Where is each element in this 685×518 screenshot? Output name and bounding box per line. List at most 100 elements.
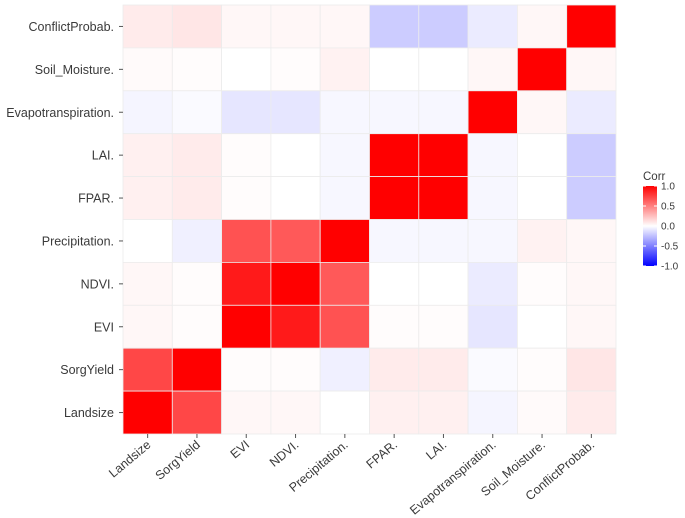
heatmap-cell bbox=[418, 90, 469, 135]
heatmap-cell bbox=[566, 219, 617, 263]
heatmap-cell bbox=[122, 390, 173, 435]
heatmap-cell bbox=[319, 4, 370, 49]
heatmap-cell bbox=[418, 133, 469, 177]
x-tick-label: Evapotranspiration. bbox=[407, 438, 499, 518]
heatmap-cell bbox=[566, 133, 617, 177]
heatmap-cell bbox=[369, 47, 420, 92]
heatmap-cell bbox=[171, 133, 223, 177]
heatmap-cells bbox=[122, 4, 617, 435]
heatmap-cell bbox=[369, 347, 420, 392]
heatmap-cell bbox=[517, 347, 568, 392]
y-tick-label: LAI. bbox=[92, 149, 114, 163]
heatmap-cell bbox=[369, 133, 420, 177]
heatmap-cell bbox=[467, 133, 518, 177]
legend-tick-label: -1.0 bbox=[661, 262, 679, 273]
heatmap-cell bbox=[270, 304, 321, 349]
heatmap-cell bbox=[270, 390, 321, 435]
heatmap-cell bbox=[319, 390, 370, 435]
heatmap-cell bbox=[369, 304, 420, 349]
heatmap-cell bbox=[369, 390, 420, 435]
heatmap-cell bbox=[270, 4, 321, 49]
heatmap-cell bbox=[517, 304, 568, 349]
heatmap-cell bbox=[418, 347, 469, 392]
heatmap-cell bbox=[270, 176, 321, 220]
heatmap-cell bbox=[566, 390, 617, 435]
heatmap-cell bbox=[467, 176, 518, 220]
heatmap-cell bbox=[171, 176, 223, 220]
heatmap-cell bbox=[221, 133, 272, 177]
heatmap-cell bbox=[517, 133, 568, 177]
heatmap-cell bbox=[566, 47, 617, 92]
heatmap-cell bbox=[467, 90, 518, 135]
heatmap-cell bbox=[566, 176, 617, 220]
legend-tick-label: 1.0 bbox=[661, 182, 675, 193]
heatmap-cell bbox=[418, 304, 469, 349]
heatmap-cell bbox=[270, 261, 321, 306]
heatmap-cell bbox=[221, 261, 272, 306]
heatmap-cell bbox=[221, 4, 272, 49]
heatmap-cell bbox=[270, 90, 321, 135]
heatmap-cell bbox=[467, 390, 518, 435]
heatmap-cell bbox=[418, 219, 469, 263]
heatmap-cell bbox=[122, 176, 173, 220]
heatmap-cell bbox=[566, 90, 617, 135]
heatmap-cell bbox=[319, 347, 370, 392]
heatmap-cell bbox=[319, 47, 370, 92]
heatmap-cell bbox=[221, 347, 272, 392]
y-tick-label: Landsize bbox=[64, 406, 114, 420]
heatmap-cell bbox=[122, 304, 173, 349]
y-tick-label: NDVI. bbox=[81, 277, 114, 291]
heatmap-cell bbox=[221, 47, 272, 92]
heatmap-cell bbox=[319, 304, 370, 349]
heatmap-cell bbox=[122, 133, 173, 177]
y-tick-label: SorgYield bbox=[60, 363, 114, 377]
heatmap-cell bbox=[566, 347, 617, 392]
heatmap-cell bbox=[270, 133, 321, 177]
legend-colorbar bbox=[643, 186, 657, 266]
heatmap-cell bbox=[418, 4, 469, 49]
heatmap-cell bbox=[221, 176, 272, 220]
heatmap-cell bbox=[122, 261, 173, 306]
heatmap-cell bbox=[467, 304, 518, 349]
heatmap-cell bbox=[221, 90, 272, 135]
heatmap-cell bbox=[319, 261, 370, 306]
heatmap-cell bbox=[171, 219, 223, 263]
heatmap-cell bbox=[418, 261, 469, 306]
heatmap-cell bbox=[319, 219, 370, 263]
heatmap-cell bbox=[418, 176, 469, 220]
heatmap-cell bbox=[517, 176, 568, 220]
heatmap-cell bbox=[122, 90, 173, 135]
heatmap-cell bbox=[467, 261, 518, 306]
heatmap-cell bbox=[369, 90, 420, 135]
legend-tick-label: -0.5 bbox=[661, 242, 679, 253]
heatmap-cell bbox=[171, 390, 223, 435]
heatmap-cell bbox=[122, 347, 173, 392]
heatmap-cell bbox=[418, 47, 469, 92]
heatmap-cell bbox=[171, 47, 223, 92]
heatmap-cell bbox=[270, 47, 321, 92]
x-tick-label: LAI. bbox=[423, 438, 449, 463]
heatmap-cell bbox=[369, 219, 420, 263]
x-tick-label: NDVI. bbox=[267, 438, 302, 470]
x-tick-label: Landsize bbox=[106, 438, 153, 481]
y-tick-label: EVI bbox=[94, 320, 114, 334]
x-tick-label: SorgYield bbox=[153, 438, 203, 483]
heatmap-cell bbox=[369, 176, 420, 220]
heatmap-cell bbox=[517, 4, 568, 49]
legend-tick-label: 0.5 bbox=[661, 202, 675, 213]
heatmap-cell bbox=[171, 261, 223, 306]
heatmap-cell bbox=[122, 4, 173, 49]
heatmap-cell bbox=[319, 90, 370, 135]
heatmap-cell bbox=[369, 4, 420, 49]
y-tick-label: Soil_Moisture. bbox=[35, 63, 114, 77]
heatmap-cell bbox=[418, 390, 469, 435]
heatmap-cell bbox=[517, 90, 568, 135]
heatmap-cell bbox=[517, 390, 568, 435]
heatmap-cell bbox=[171, 4, 223, 49]
heatmap-cell bbox=[270, 219, 321, 263]
heatmap-cell bbox=[319, 133, 370, 177]
heatmap-cell bbox=[221, 219, 272, 263]
heatmap-cell bbox=[566, 304, 617, 349]
